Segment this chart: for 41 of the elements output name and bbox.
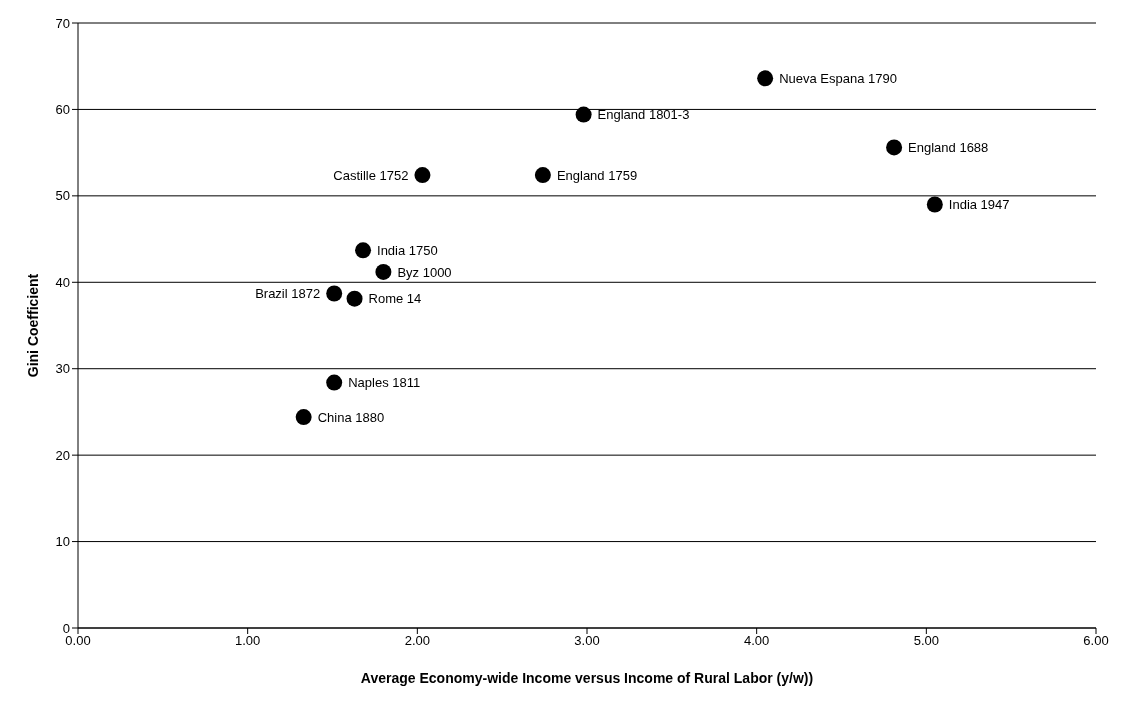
x-axis-title: Average Economy-wide Income versus Income of Rural Labor (y/w)) [360,670,814,686]
x-tick-label: 4.00 [744,633,770,649]
annotation: China 1880 [317,409,385,425]
annotation: England 1759 [556,167,638,183]
y-tick-label: 10 [55,534,70,550]
x-tick-label: 6.00 [1083,633,1109,649]
point [575,106,592,123]
annotation: Byz 1000 [397,264,452,280]
annotation: Naples 1811 [348,375,421,391]
y-axis-title: Gini Coefficient [24,273,41,378]
y-tick-label: 40 [55,274,70,290]
y-tick-label: 30 [55,361,70,377]
point [326,285,343,302]
point [355,242,372,259]
annotation: Nueva Espana 1790 [779,70,897,86]
point [757,70,774,87]
point [414,167,431,184]
x-tick-label: 2.00 [404,633,430,649]
point [326,374,343,391]
annotation: Brazil 1872 [255,286,321,302]
point [346,290,363,307]
point [534,167,551,184]
annotation: Rome 14 [368,291,422,307]
x-tick-label: 3.00 [574,633,600,649]
point [295,409,312,426]
y-tick-label: 0 [62,620,70,636]
point [926,196,943,213]
point [886,139,903,156]
annotation: England 1688 [908,140,989,156]
annotation: India 1750 [377,242,438,258]
x-tick-label: 1.00 [235,633,261,649]
y-tick-label: 20 [55,447,70,463]
annotation: India 1947 [948,197,1010,213]
annotation: Castille 1752 [333,167,409,183]
point [375,263,392,280]
y-tick-label: 50 [55,188,70,204]
annotation: England 1801-3 [597,107,690,123]
y-tick-label: 70 [55,15,70,31]
y-tick-label: 60 [55,102,70,118]
x-tick-label: 5.00 [913,633,939,649]
x-tick-label: 0.00 [65,633,91,649]
